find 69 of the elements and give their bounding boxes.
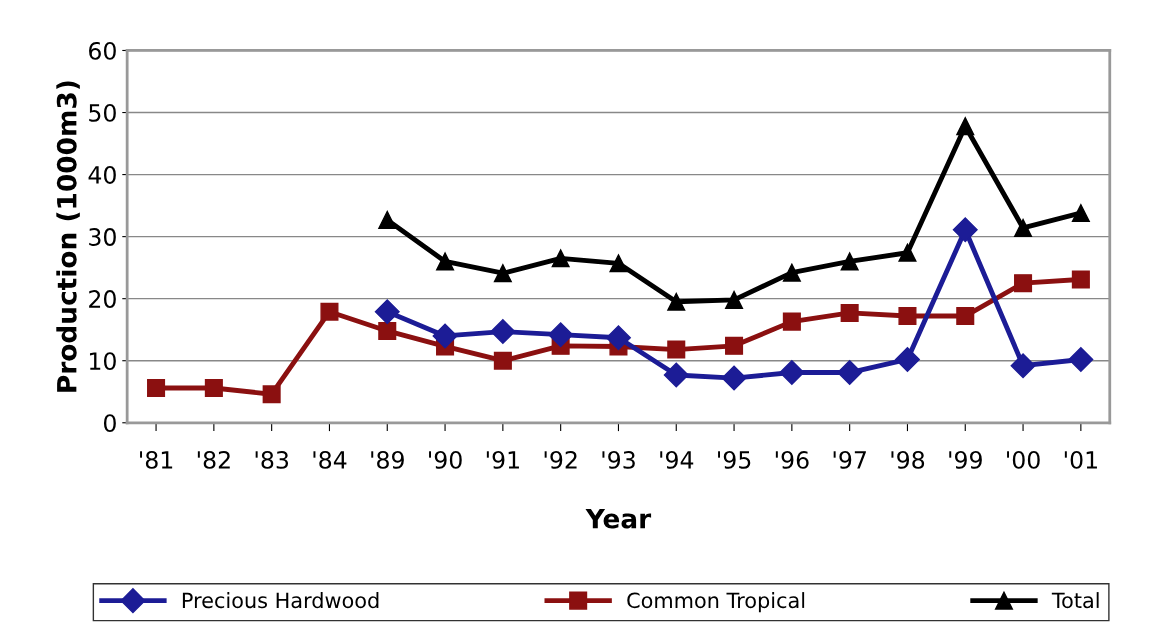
x-tick-label: '99 xyxy=(949,450,982,469)
y-tick-label: 40 xyxy=(88,166,116,184)
point xyxy=(262,385,281,404)
point xyxy=(490,319,516,345)
point xyxy=(1068,347,1094,372)
x-tick-label: '89 xyxy=(371,450,404,469)
y-tick-label: 30 xyxy=(89,228,116,246)
x-tick-label: '82 xyxy=(197,450,230,469)
x-tick-label: '90 xyxy=(429,450,462,469)
x-tick-label: '83 xyxy=(255,450,289,469)
y-tick-label: 10 xyxy=(89,352,116,371)
point xyxy=(320,302,339,321)
x-tick-label: '93 xyxy=(602,450,635,469)
point xyxy=(551,249,570,268)
point xyxy=(840,303,859,322)
x-tick-label: '96 xyxy=(775,450,809,469)
point xyxy=(956,117,975,136)
point xyxy=(1014,218,1033,237)
point xyxy=(609,254,628,273)
x-tick-label: '00 xyxy=(1007,450,1040,469)
x-tick-label: '01 xyxy=(1064,450,1097,469)
point xyxy=(721,365,747,391)
point xyxy=(956,307,975,326)
legend-label: Common Tropical xyxy=(627,592,805,613)
point xyxy=(605,325,631,351)
point xyxy=(1010,353,1036,379)
point xyxy=(493,264,512,283)
x-tick-label: '98 xyxy=(891,450,925,469)
point xyxy=(548,322,574,348)
point xyxy=(894,347,920,372)
point xyxy=(1071,270,1090,289)
point xyxy=(782,263,801,282)
x-tick-label: '95 xyxy=(718,450,751,469)
legend-label: Precious Hardwood xyxy=(182,592,379,609)
legend-label: Total xyxy=(1051,592,1099,609)
point xyxy=(204,378,223,398)
y-tick-label: 0 xyxy=(103,414,116,433)
point xyxy=(725,290,744,309)
point xyxy=(493,351,512,370)
point xyxy=(432,323,458,349)
point xyxy=(837,360,863,385)
y-tick-label: 60 xyxy=(89,41,116,60)
point xyxy=(898,307,917,326)
point xyxy=(663,362,689,388)
x-tick-label: '94 xyxy=(660,450,694,469)
point xyxy=(667,340,686,359)
point xyxy=(898,243,917,262)
x-tick-label: '81 xyxy=(140,450,173,469)
point xyxy=(374,299,400,325)
x-tick-label: '91 xyxy=(486,450,519,469)
point xyxy=(840,252,859,271)
y-axis-title: Production (1000m3) xyxy=(56,81,80,392)
point xyxy=(725,336,744,355)
x-tick-label: '92 xyxy=(544,450,577,469)
point xyxy=(436,252,455,271)
point xyxy=(952,217,978,243)
point xyxy=(782,312,801,331)
y-tick-label: 20 xyxy=(89,290,116,308)
x-tick-label: '97 xyxy=(833,450,866,469)
point xyxy=(378,321,397,340)
x-tick-label: '84 xyxy=(313,450,347,469)
point xyxy=(147,378,166,398)
x-axis-title: Year xyxy=(585,508,652,529)
point xyxy=(667,292,686,311)
point xyxy=(1071,204,1090,223)
y-tick-label: 50 xyxy=(89,103,116,122)
point xyxy=(1014,274,1033,293)
point xyxy=(779,360,805,385)
point xyxy=(378,210,397,229)
